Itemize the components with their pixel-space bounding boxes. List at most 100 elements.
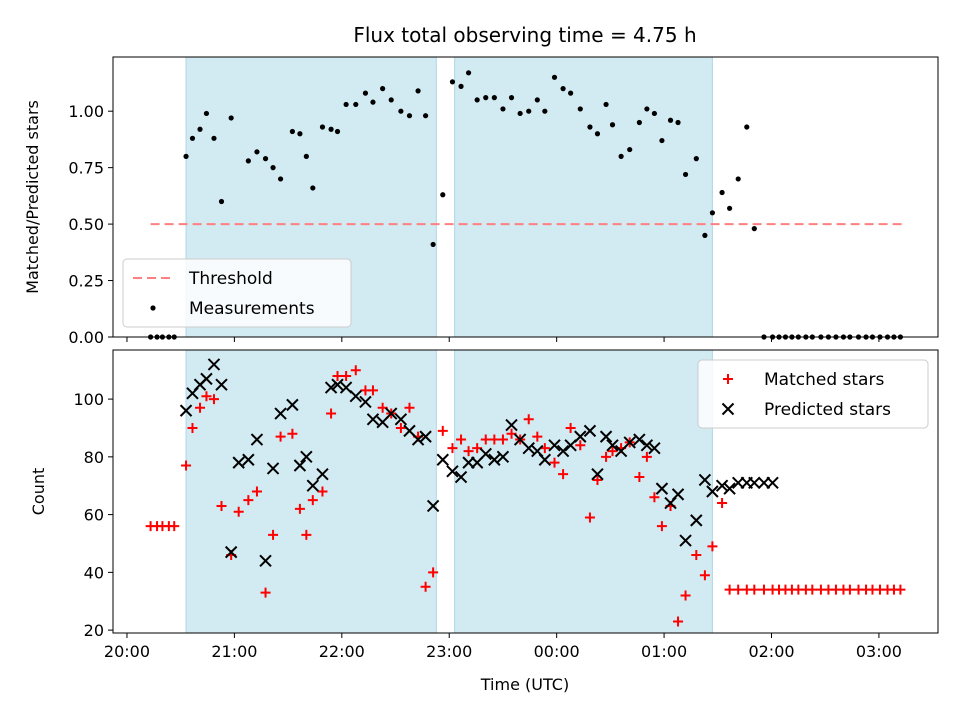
point-measurements-38 (465, 70, 472, 76)
point-predicted-stars-53 (623, 436, 636, 449)
point-measurements-37 (458, 83, 464, 89)
point-matched-stars-61 (649, 492, 660, 503)
point-predicted-stars-12 (274, 407, 287, 420)
point-matched-stars-51 (565, 422, 576, 433)
point-matched-stars-36 (437, 425, 448, 436)
point-predicted-stars-23 (366, 413, 380, 426)
point-measurements-34 (430, 241, 436, 248)
x-tick-label-0: 20:00 (104, 642, 150, 661)
legend-label-measurements: Measurements (189, 299, 315, 319)
point-predicted-stars-39 (505, 418, 518, 432)
point-matched-stars-16 (268, 529, 279, 540)
x-tick-label-1: 21:00 (211, 642, 257, 661)
point-measurements-46 (534, 97, 540, 103)
point-predicted-stars-21 (349, 389, 362, 403)
point-matched-stars-24 (332, 370, 343, 381)
point-matched-stars-49 (549, 457, 560, 468)
point-measurements-14 (262, 156, 269, 162)
point-matched-stars-39 (463, 446, 474, 457)
panel-1-y-tick-label-2: 60 (84, 506, 104, 525)
point-matched-stars-29 (377, 402, 388, 413)
point-matched-stars-23 (326, 408, 337, 419)
point-predicted-stars-19 (331, 378, 344, 391)
point-measurements-70 (735, 176, 741, 182)
panel-1-y-tick-label-3: 80 (84, 448, 104, 467)
panel-1-y-tick-label-1: 40 (84, 563, 104, 582)
point-matched-stars-62 (656, 521, 667, 532)
point-measurements-35 (440, 192, 446, 198)
panel-0-y-tick-label-3: 0.75 (68, 159, 104, 178)
panel-1-y-tick-label-0: 20 (84, 621, 104, 640)
point-matched-stars-40 (472, 443, 483, 454)
point-predicted-stars-57 (655, 482, 669, 495)
point-matched-stars-13 (243, 495, 254, 506)
point-measurements-15 (270, 165, 276, 171)
point-matched-stars-42 (489, 434, 500, 445)
point-measurements-45 (526, 108, 532, 114)
point-predicted-stars-15 (300, 450, 313, 464)
point-measurements-72 (751, 226, 757, 232)
legend-label-threshold: Threshold (188, 269, 273, 289)
point-matched-stars-74 (758, 584, 769, 595)
point-measurements-31 (406, 113, 413, 119)
point-matched-stars-22 (317, 486, 328, 497)
point-predicted-stars-55 (640, 439, 654, 452)
x-tick-label-4: 00:00 (534, 642, 580, 661)
point-matched-stars-10 (216, 500, 227, 511)
point-matched-stars-44 (506, 428, 517, 439)
point-measurements-11 (228, 115, 234, 121)
point-measurements-59 (644, 106, 650, 112)
point-matched-stars-5 (181, 460, 192, 471)
point-matched-stars-41 (480, 434, 491, 445)
point-measurements-56 (618, 153, 624, 159)
point-matched-stars-15 (260, 587, 271, 598)
legend-handle-matched-stars (723, 374, 733, 384)
chart-title: Flux total observing time = 4.75 h (353, 23, 696, 47)
point-measurements-28 (380, 86, 386, 92)
point-matched-stars-46 (523, 414, 534, 425)
point-measurements-65 (693, 156, 699, 162)
point-measurements-41 (491, 95, 497, 101)
point-measurements-50 (568, 90, 574, 96)
legends-layer: Threshold Measurements Matched stars Predic… (122, 258, 929, 429)
point-matched-stars-64 (673, 616, 684, 627)
point-matched-stars-31 (395, 422, 406, 433)
point-measurements-61 (659, 137, 665, 144)
point-predicted-stars-49 (591, 467, 604, 481)
series-layer (145, 70, 906, 627)
x-tick-label-6: 02:00 (748, 642, 794, 661)
panel-0-legend-box (122, 258, 352, 328)
point-matched-stars-65 (680, 590, 691, 601)
point-matched-stars-4 (169, 521, 180, 532)
point-measurements-20 (310, 185, 316, 191)
point-measurements-64 (682, 171, 689, 178)
point-predicted-stars-16 (306, 479, 320, 492)
point-measurements-22 (328, 126, 334, 132)
point-predicted-stars-0 (179, 404, 193, 417)
point-measurements-66 (702, 232, 708, 238)
panel-0-frame (112, 56, 939, 338)
point-predicted-stars-11 (266, 462, 280, 475)
point-predicted-stars-3 (200, 372, 213, 386)
panel-0-y-tick-label-1: 0.25 (68, 272, 104, 291)
point-predicted-stars-17 (316, 467, 329, 481)
x-tick-label-2: 22:00 (319, 642, 365, 661)
point-predicted-stars-60 (679, 534, 692, 547)
point-matched-stars-8 (201, 391, 212, 402)
point-measurements-27 (370, 99, 376, 105)
point-matched-stars-54 (592, 474, 603, 485)
point-measurements-55 (609, 122, 616, 128)
point-predicted-stars-9 (250, 433, 264, 446)
x-axis-label: Time (UTC) (480, 675, 569, 694)
point-predicted-stars-4 (207, 358, 221, 371)
point-matched-stars-38 (456, 434, 467, 445)
legend-handle-predicted-stars (721, 402, 735, 416)
point-predicted-stars-68 (748, 476, 761, 490)
point-measurements-10 (218, 198, 225, 205)
point-measurements-33 (422, 113, 429, 119)
point-matched-stars-9 (208, 394, 219, 405)
point-predicted-stars-31 (436, 453, 449, 466)
point-measurements-16 (277, 176, 284, 182)
point-matched-stars-67 (699, 570, 710, 581)
